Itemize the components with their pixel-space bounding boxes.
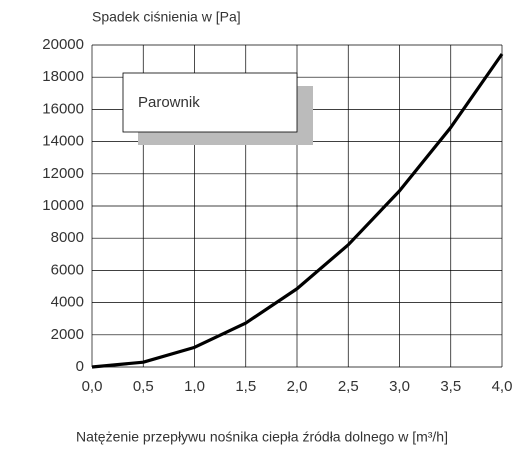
- y-tick-label: 16000: [42, 100, 84, 117]
- x-tick-label: 3,0: [389, 378, 410, 395]
- y-tick-label: 20000: [42, 36, 84, 53]
- y-tick-label: 2000: [51, 326, 84, 343]
- chart-title: Spadek ciśnienia w [Pa]: [92, 9, 241, 25]
- x-tick-label: 2,0: [287, 378, 308, 395]
- y-tick-label: 4000: [51, 294, 84, 311]
- x-tick-label: 0,0: [82, 378, 103, 395]
- x-tick-label: 1,0: [184, 378, 205, 395]
- y-tick-label: 12000: [42, 165, 84, 182]
- x-tick-label: 2,5: [338, 378, 359, 395]
- x-tick-label: 0,5: [133, 378, 154, 395]
- x-tick-label: 3,5: [440, 378, 461, 395]
- y-tick-label: 0: [76, 358, 84, 375]
- y-tick-label: 8000: [51, 229, 84, 246]
- data-line: [91, 53, 504, 369]
- y-tick-label: 18000: [42, 68, 84, 85]
- legend-box: [122, 72, 298, 133]
- x-tick-label: 4,0: [492, 378, 513, 395]
- y-tick-label: 14000: [42, 133, 84, 150]
- annotation: Parownik: [138, 94, 200, 111]
- y-tick-label: 6000: [51, 261, 84, 278]
- x-tick-label: 1,5: [235, 378, 256, 395]
- x-axis-label: Natężenie przepływu nośnika ciepła źródł…: [76, 429, 448, 445]
- y-tick-label: 10000: [42, 197, 84, 214]
